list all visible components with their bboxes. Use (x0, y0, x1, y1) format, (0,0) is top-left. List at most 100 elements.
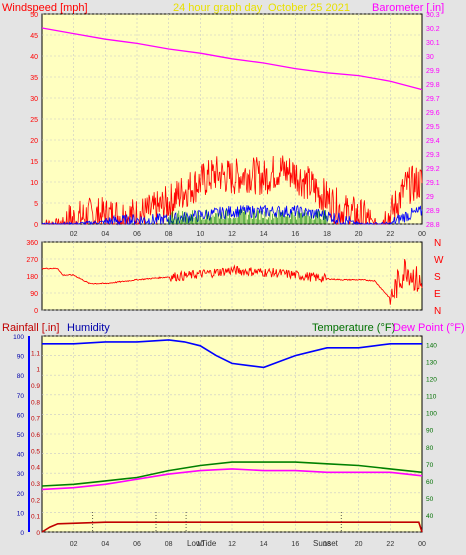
baro-y-tick-label: 29.3 (426, 152, 440, 159)
low-tide-label: Low (187, 539, 202, 548)
temp-y-tick-label: 110 (426, 394, 437, 401)
humidity-y-tick-label: 100 (13, 334, 24, 341)
baro-y-tick-label: 28.8 (426, 222, 440, 229)
barometer-axis-label: Barometer [.in] (372, 2, 444, 14)
baro-y-tick-label: 29.9 (426, 68, 440, 75)
baro-y-tick-label: 29.7 (426, 96, 440, 103)
temperature-line (41, 461, 423, 487)
temperature-axis-label: Temperature (°F) (312, 322, 395, 334)
rain-y-tick-label: 0.2 (31, 497, 40, 504)
x-tick-label: 14 (260, 231, 268, 238)
chart-title: 24 hour graph day (173, 2, 263, 14)
x-tick-label: 22 (386, 231, 394, 238)
wind-y-tick-label: 0 (34, 222, 38, 229)
rain-y-tick-label: 0.7 (31, 416, 40, 423)
baro-y-tick-label: 29.2 (426, 166, 440, 173)
dir-y-tick-label: 0 (34, 308, 38, 315)
rainfall-line (41, 521, 423, 533)
x-tick-label: 00 (418, 541, 426, 548)
rainfall-axis-label: Rainfall [.in] (2, 322, 59, 334)
wind-y-tick-label: 10 (30, 180, 38, 187)
wind-y-tick-label: 45 (30, 33, 38, 40)
x-tick-label: 22 (386, 541, 394, 548)
x-tick-label: 12 (228, 541, 236, 548)
baro-y-tick-label: 29.4 (426, 138, 440, 145)
x-tick-label: 18 (323, 231, 331, 238)
sunrise-label: Tide (201, 539, 217, 548)
compass-label: W (434, 255, 444, 266)
humidity-y-tick-label: 20 (17, 491, 25, 498)
x-tick-label: 12 (228, 231, 236, 238)
baro-y-tick-label: 29 (426, 194, 434, 201)
x-tick-label: 06 (133, 231, 141, 238)
gust-line (41, 155, 423, 226)
dir-y-tick-label: 360 (26, 240, 38, 247)
humidity-line (42, 339, 422, 369)
humidity-y-tick-label: 10 (17, 510, 25, 517)
dir-y-tick-label: 180 (26, 274, 38, 281)
baro-y-tick-label: 30.2 (426, 26, 440, 33)
rain-y-tick-label: 0.8 (31, 399, 40, 406)
humidity-y-tick-label: 0 (20, 530, 24, 537)
baro-y-tick-label: 29.5 (426, 124, 440, 131)
baro-y-tick-label: 29.8 (426, 82, 440, 89)
temp-y-tick-label: 70 (426, 462, 434, 469)
x-tick-label: 20 (355, 231, 363, 238)
wind-y-tick-label: 20 (30, 138, 38, 145)
rain-y-tick-label: 0.3 (31, 481, 40, 488)
temp-y-tick-label: 130 (426, 360, 437, 367)
rain-y-tick-label: 0.9 (31, 383, 40, 390)
temp-y-tick-label: 140 (426, 343, 437, 350)
chart-date: October 25 2021 (268, 2, 350, 14)
wind-y-tick-label: 15 (30, 159, 38, 166)
humidity-y-tick-label: 60 (17, 412, 25, 419)
rain-y-tick-label: 0.5 (31, 448, 40, 455)
rain-y-tick-label: 1.1 (31, 350, 40, 357)
wind-y-tick-label: 40 (30, 54, 38, 61)
sunset-label: Sunset (313, 539, 339, 548)
x-tick-label: 10 (196, 541, 204, 548)
baro-y-tick-label: 30 (426, 54, 434, 61)
humidity-y-tick-label: 40 (17, 452, 25, 459)
x-tick-label: 06 (133, 541, 141, 548)
temp-y-tick-label: 120 (426, 377, 437, 384)
barometer-line (41, 27, 423, 91)
x-tick-label: 16 (291, 231, 299, 238)
baro-y-tick-label: 29.1 (426, 180, 440, 187)
rain-y-tick-label: 0.1 (31, 514, 40, 521)
baro-y-tick-label: 30.1 (426, 40, 440, 47)
wind-y-tick-label: 30 (30, 96, 38, 103)
dewpoint-axis-label: Dew Point (°F) (393, 322, 465, 334)
x-tick-label: 04 (101, 541, 109, 548)
wind-y-tick-label: 25 (30, 117, 38, 124)
baro-y-tick-label: 28.9 (426, 208, 440, 215)
x-tick-label: 08 (165, 231, 173, 238)
x-tick-label: 02 (70, 541, 78, 548)
avg-wind-bars (168, 209, 328, 224)
baro-y-tick-label: 29.6 (426, 110, 440, 117)
wind-y-tick-label: 50 (30, 12, 38, 19)
baro-y-tick-label: 30.3 (426, 12, 440, 19)
dir-y-tick-label: 270 (26, 257, 38, 264)
dewpoint-line (41, 468, 423, 491)
compass-label: S (434, 272, 441, 283)
temp-y-tick-label: 80 (426, 445, 434, 452)
rain-y-tick-label: 0.4 (31, 465, 40, 472)
x-tick-label: 18 (323, 541, 331, 548)
x-tick-label: 20 (355, 541, 363, 548)
x-tick-label: 08 (165, 541, 173, 548)
x-tick-label: 00 (418, 231, 426, 238)
compass-label: N (434, 238, 441, 249)
rain-y-tick-label: 0.6 (31, 432, 40, 439)
compass-label: E (434, 289, 441, 300)
x-tick-label: 14 (260, 541, 268, 548)
windspeed-axis-label: Windspeed [mph] (2, 2, 88, 14)
wind-direction-line (41, 258, 423, 305)
humidity-axis-label: Humidity (67, 322, 110, 334)
humidity-y-tick-label: 30 (17, 471, 25, 478)
rain-y-tick-label: 1 (36, 367, 40, 374)
compass-label: N (434, 306, 441, 317)
humidity-y-tick-label: 70 (17, 393, 25, 400)
x-tick-label: 10 (196, 231, 204, 238)
